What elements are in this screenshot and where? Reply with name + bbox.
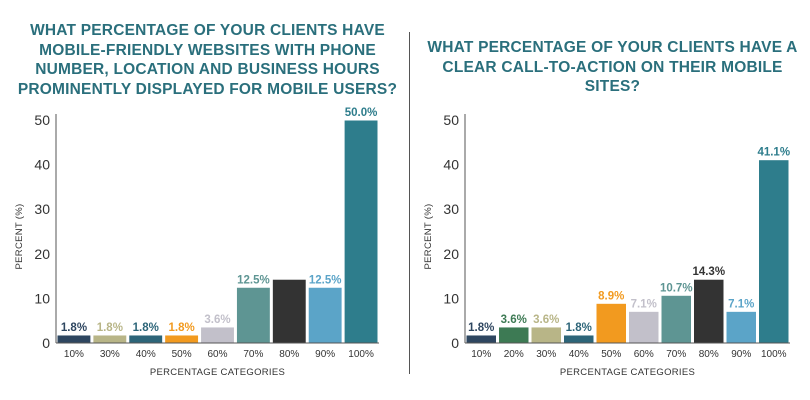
chart-left-y-axis-title: PERCENT (%): [14, 204, 25, 270]
chart-right-category-label: 10%: [471, 349, 491, 360]
chart-right-data-label: 10.7%: [660, 282, 693, 294]
chart-left-bar: [200, 326, 235, 344]
chart-left-data-label: 12.5%: [309, 274, 342, 286]
chart-left-bar: [92, 334, 128, 344]
chart-right-data-label: 41.1%: [757, 147, 790, 159]
chart-left-y-tick-label: 0: [42, 335, 50, 351]
chart-left-category-label: 70%: [243, 349, 263, 360]
chart-left-y-tick-label: 50: [34, 112, 50, 128]
chart-left-y-tick-label: 10: [34, 290, 50, 306]
chart-right-y-tick-label: 50: [443, 112, 459, 128]
chart-right-data-label: 3.6%: [501, 314, 527, 326]
chart-left-title: WHAT PERCENTAGE OF YOUR CLIENTS HAVE MOB…: [17, 22, 398, 98]
chart-right-category-label: 90%: [731, 349, 751, 360]
chart-right-y-tick-label: 0: [451, 335, 459, 351]
chart-left-bar: [307, 286, 343, 344]
chart-left-data-label: 12.5%: [237, 274, 270, 286]
chart-right-bar: [498, 326, 530, 344]
chart-right: 0 10 20 30 40 50 PERCENT (%) 1.8% 10% 3.6% 20% 3.6%…: [423, 112, 790, 378]
chart-left-x-axis-title: PERCENTAGE CATEGORIES: [150, 367, 285, 378]
chart-right-title: WHAT PERCENTAGE OF YOUR CLIENTS HAVE A C…: [427, 39, 798, 95]
chart-left-bar: [164, 334, 200, 344]
chart-left: 0 10 20 30 40 50 PERCENT (%) 1.8% 10% 1.8% 30% 1.8%…: [14, 107, 379, 378]
chart-right-y-tick-label: 30: [443, 201, 459, 217]
chart-right-bar: [660, 294, 692, 344]
chart-right-data-label: 1.8%: [566, 322, 592, 334]
chart-right-bar: [693, 278, 725, 344]
chart-right-bar: [563, 334, 595, 344]
chart-right-category-label: 20%: [504, 349, 524, 360]
chart-right-x-axis-title: PERCENTAGE CATEGORIES: [560, 367, 695, 378]
chart-left-bar: [56, 334, 92, 344]
chart-left-category-label: 100%: [348, 349, 374, 360]
chart-left-data-label: 1.8%: [61, 322, 87, 334]
chart-right-data-label: 7.1%: [728, 298, 754, 310]
chart-right-bar: [530, 326, 562, 344]
chart-right-y-tick-label: 10: [443, 290, 459, 306]
chart-right-y-tick-label: 40: [443, 157, 459, 173]
chart-right-data-label: 3.6%: [533, 314, 559, 326]
chart-left-category-label: 10%: [64, 349, 84, 360]
chart-left-category-label: 80%: [279, 349, 299, 360]
chart-left-category-label: 90%: [315, 349, 335, 360]
chart-right-y-tick-label: 20: [443, 246, 459, 262]
chart-right-data-label: 7.1%: [631, 298, 657, 310]
chart-right-y-axis-title: PERCENT (%): [423, 204, 434, 270]
chart-left-category-label: 30%: [100, 349, 120, 360]
chart-right-bar: [758, 159, 790, 344]
chart-left-y-tick-label: 20: [34, 246, 50, 262]
chart-left-category-label: 40%: [136, 349, 156, 360]
chart-left-data-label: 1.8%: [169, 322, 195, 334]
chart-right-category-label: 50%: [601, 349, 621, 360]
chart-right-bar: [725, 310, 757, 344]
chart-left-bar: [343, 119, 379, 344]
chart-left-y-tick-label: 40: [34, 157, 50, 173]
chart-right-data-label: 8.9%: [598, 290, 624, 302]
chart-right-category-label: 100%: [761, 349, 787, 360]
chart-right-data-label: 1.8%: [468, 322, 494, 334]
chart-divider: [409, 32, 410, 374]
chart-left-data-label: 50.0%: [345, 107, 378, 119]
chart-right-category-label: 30%: [536, 349, 556, 360]
chart-left-bar: [271, 278, 307, 344]
chart-left-data-label: 1.8%: [97, 322, 123, 334]
chart-left-data-label: 1.8%: [133, 322, 159, 334]
chart-left-y-tick-label: 30: [34, 201, 50, 217]
chart-right-bar: [595, 302, 627, 344]
chart-left-bar: [128, 334, 164, 344]
chart-right-category-label: 70%: [666, 349, 686, 360]
chart-left-bar: [235, 286, 271, 344]
chart-right-data-label: 14.3%: [692, 266, 725, 278]
chart-left-category-label: 60%: [207, 349, 227, 360]
chart-left-category-label: 50%: [172, 349, 192, 360]
chart-right-category-label: 80%: [699, 349, 719, 360]
chart-right-category-label: 60%: [634, 349, 654, 360]
chart-right-category-label: 40%: [569, 349, 589, 360]
chart-right-bar: [465, 334, 497, 344]
chart-right-bar: [628, 310, 660, 344]
chart-left-data-label: 3.6%: [204, 314, 230, 326]
